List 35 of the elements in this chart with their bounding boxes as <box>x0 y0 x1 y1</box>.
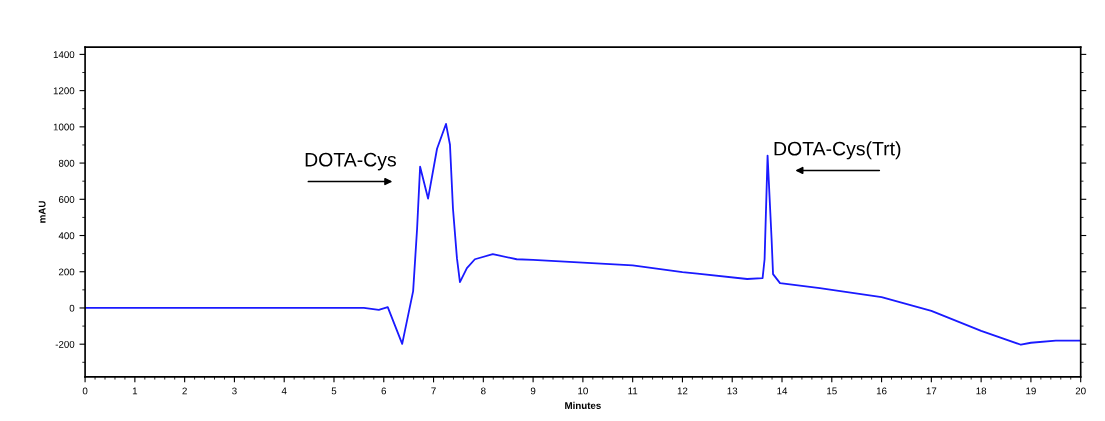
annotation: DOTA-Cys <box>305 152 396 171</box>
x-tick-label: 1 <box>132 387 138 395</box>
x-tick-label: 15 <box>827 387 837 395</box>
x-tick-label: 0 <box>82 387 88 395</box>
y-tick-label: 1000 <box>53 123 75 131</box>
y-tick-label: 400 <box>58 232 75 240</box>
x-tick-label: 18 <box>976 387 987 395</box>
x-tick-label: 19 <box>1026 387 1036 395</box>
x-tick-label: 8 <box>481 387 486 395</box>
line-series <box>85 123 1081 346</box>
x-tick-label: 4 <box>281 387 287 395</box>
y-tick-label: 800 <box>58 159 75 167</box>
x-tick-label: 16 <box>876 387 887 395</box>
x-tick-label: 7 <box>431 387 436 395</box>
x-tick-label: 2 <box>182 387 187 395</box>
x-tick-label: 6 <box>381 387 387 395</box>
y-tick-label: 0 <box>69 304 75 312</box>
x-tick-label: 3 <box>232 387 237 395</box>
x-tick-label: 9 <box>530 387 536 395</box>
x-tick-label: 10 <box>578 387 588 395</box>
y-tick-label: 600 <box>58 196 75 203</box>
x-tick-label: 20 <box>1075 387 1086 395</box>
x-axis-title: Minutes <box>565 401 601 409</box>
x-tick-label: 13 <box>727 387 738 395</box>
x-tick-label: 11 <box>628 387 638 395</box>
y-tick-label: 200 <box>58 268 75 276</box>
x-tick-label: 17 <box>926 387 937 395</box>
x-tick-label: 14 <box>777 387 788 395</box>
y-tick-label: 1400 <box>53 51 75 59</box>
y-tick-label: 1200 <box>53 87 75 95</box>
annotation: DOTA-Cys(Trt) <box>774 141 901 160</box>
y-tick-label: -200 <box>55 340 75 348</box>
x-tick-label: 12 <box>677 387 688 395</box>
y-axis-title: mAU <box>38 201 46 223</box>
x-tick-label: 5 <box>331 387 337 395</box>
